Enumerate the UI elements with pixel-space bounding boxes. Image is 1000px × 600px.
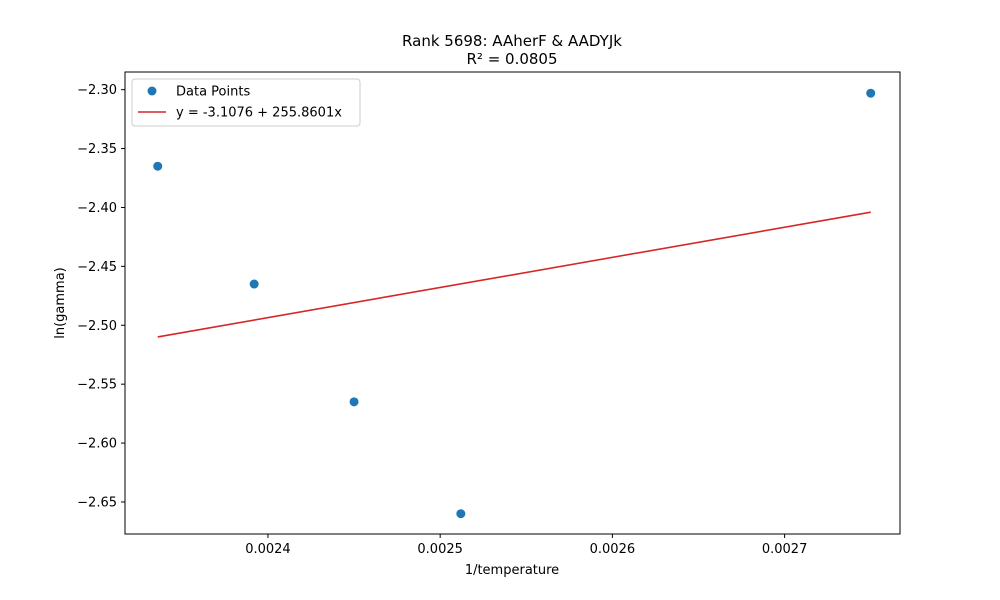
- y-tick-label: −2.40: [77, 201, 117, 216]
- legend-frame: [131, 78, 361, 127]
- chart-subtitle: R² = 0.0805: [466, 50, 557, 68]
- fit-line: [157, 211, 871, 338]
- y-tick-label: −2.50: [77, 319, 117, 334]
- y-tick-label: −2.45: [77, 260, 117, 275]
- y-tick-label: −2.60: [77, 437, 117, 452]
- y-tick-label: −2.30: [77, 83, 117, 98]
- series-layer: [153, 88, 876, 519]
- data-point: [349, 397, 359, 407]
- legend-label-data-points: Data Points: [176, 85, 250, 100]
- plot-area: 0.0024 0.0025 0.0026 0.0027 −2.30 −2.35 −2.40…: [77, 71, 901, 557]
- legend: Data Points y = -3.1076 + 255.8601x: [131, 78, 361, 127]
- x-tick-label: 0.0026: [590, 542, 636, 557]
- data-point: [249, 279, 259, 289]
- x-tick-label: 0.0024: [245, 542, 291, 557]
- plot-frame: [124, 71, 901, 535]
- data-point: [456, 509, 466, 519]
- x-tick-label: 0.0025: [417, 542, 463, 557]
- legend-marker-data-points: [147, 86, 157, 96]
- y-axis-label: ln(gamma): [53, 267, 68, 339]
- legend-label-fit-line: y = -3.1076 + 255.8601x: [176, 106, 342, 121]
- y-tick-label: −2.65: [77, 495, 117, 510]
- x-axis: 0.0024 0.0025 0.0026 0.0027: [245, 534, 807, 557]
- x-axis-label: 1/temperature: [465, 563, 559, 578]
- x-tick-label: 0.0027: [762, 542, 808, 557]
- y-axis: −2.30 −2.35 −2.40 −2.45 −2.50 −2.55 −2.60 −2.65: [77, 83, 125, 510]
- chart-title: Rank 5698: AAherF & AADYJk: [402, 32, 622, 50]
- y-tick-label: −2.35: [77, 142, 117, 157]
- y-tick-label: −2.55: [77, 378, 117, 393]
- data-point: [866, 88, 876, 98]
- data-point: [153, 161, 163, 171]
